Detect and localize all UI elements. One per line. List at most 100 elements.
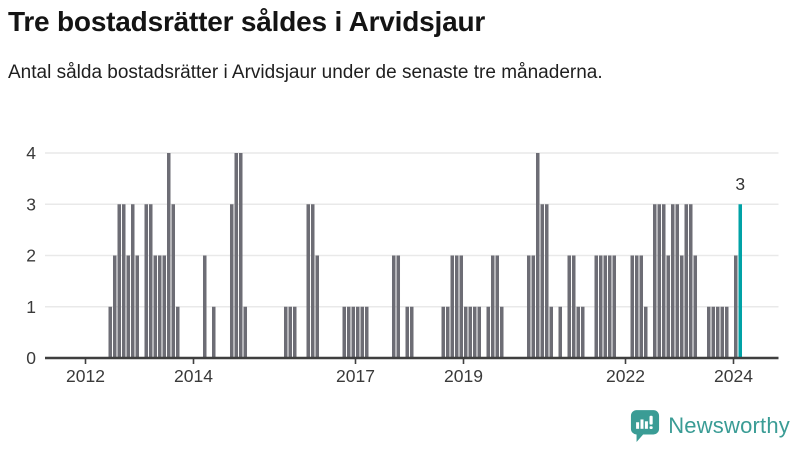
bar: [409, 306, 414, 358]
bar: [490, 255, 495, 358]
bar: [153, 255, 158, 358]
bar: [580, 306, 585, 358]
bar: [391, 255, 396, 358]
bar: [355, 306, 360, 358]
bar: [360, 306, 365, 358]
x-tick-label: 2014: [174, 366, 213, 386]
bar: [706, 306, 711, 358]
bar: [405, 306, 410, 358]
bar: [171, 204, 176, 358]
bar: [567, 255, 572, 358]
bar: [351, 306, 356, 358]
bar: [535, 153, 540, 358]
bar: [202, 255, 207, 358]
y-tick-label: 3: [26, 194, 36, 214]
bar: [675, 204, 680, 358]
bar: [630, 255, 635, 358]
bar: [598, 255, 603, 358]
bar: [108, 306, 113, 358]
bar: [477, 306, 482, 358]
y-tick-label: 4: [26, 143, 36, 163]
bar: [472, 306, 477, 358]
bar: [670, 204, 675, 358]
bar: [634, 255, 639, 358]
bar: [243, 306, 248, 358]
bar: [162, 255, 167, 358]
x-tick-label: 2019: [444, 366, 483, 386]
bar: [342, 306, 347, 358]
axes: [45, 356, 779, 364]
last-value-label-group: 3: [735, 174, 745, 194]
bar: [499, 306, 504, 358]
bar: [643, 306, 648, 358]
bar: [175, 306, 180, 358]
bar: [292, 306, 297, 358]
newsworthy-wordmark: Newsworthy: [668, 413, 790, 438]
bar: [711, 306, 716, 358]
y-axis-labels: 0 1 2 3 4: [26, 143, 36, 368]
bar: [364, 306, 369, 358]
bars-group: [108, 153, 743, 358]
newsworthy-logo-icon: [631, 410, 660, 442]
bar: [463, 306, 468, 358]
bar: [612, 255, 617, 358]
bar: [306, 204, 311, 358]
bar: [531, 255, 536, 358]
bar: [486, 306, 491, 358]
bar: [234, 153, 239, 358]
x-axis-labels: 2012 2014 2017 2019 2022 2024: [66, 366, 753, 386]
bar: [310, 204, 315, 358]
bar: [657, 204, 662, 358]
bar: [733, 255, 738, 358]
bar: [454, 255, 459, 358]
bar: [315, 255, 320, 358]
bar: [720, 306, 725, 358]
bar: [594, 255, 599, 358]
bar: [661, 204, 666, 358]
x-tick-label: 2022: [606, 366, 645, 386]
bar: [441, 306, 446, 358]
y-tick-label: 0: [26, 348, 36, 368]
x-tick-label: 2017: [336, 366, 375, 386]
bar: [639, 255, 644, 358]
bar: [238, 153, 243, 358]
bar: [445, 306, 450, 358]
bar: [544, 204, 549, 358]
bar: [468, 306, 473, 358]
bar: [288, 306, 293, 358]
bar: [666, 255, 671, 358]
bar: [693, 255, 698, 358]
bar: [688, 204, 693, 358]
bar: [558, 306, 563, 358]
bar: [211, 306, 216, 358]
bar: [549, 306, 554, 358]
bar: [144, 204, 149, 358]
bar: [679, 255, 684, 358]
bar: [112, 255, 117, 358]
bar: [117, 204, 122, 358]
bar: [652, 204, 657, 358]
page-title: Tre bostadsrätter såldes i Arvidsjaur: [8, 6, 486, 37]
bar: [130, 204, 135, 358]
highlight-bar: [738, 204, 743, 358]
mini-bar-chart-glyph: [636, 415, 653, 429]
bar: [135, 255, 140, 358]
bar: [346, 306, 351, 358]
bar: [540, 204, 545, 358]
y-tick-label: 1: [26, 297, 36, 317]
bar: [684, 204, 689, 358]
bar: [126, 255, 131, 358]
bar: [607, 255, 612, 358]
bar: [724, 306, 729, 358]
bar: [166, 153, 171, 358]
bar: [396, 255, 401, 358]
bar: [459, 255, 464, 358]
bar: [603, 255, 608, 358]
y-tick-label: 2: [26, 246, 36, 266]
x-tick-label: 2012: [66, 366, 105, 386]
bar: [715, 306, 720, 358]
bar: [526, 255, 531, 358]
bar: [283, 306, 288, 358]
